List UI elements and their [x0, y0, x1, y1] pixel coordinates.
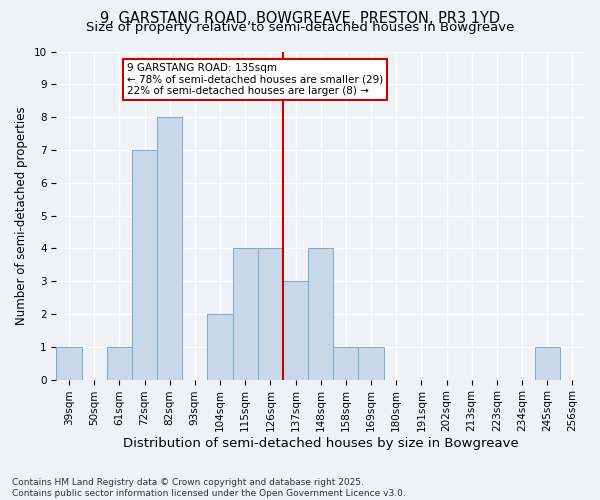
Bar	[233, 248, 258, 380]
Text: Contains HM Land Registry data © Crown copyright and database right 2025.
Contai: Contains HM Land Registry data © Crown c…	[12, 478, 406, 498]
Bar	[283, 281, 308, 380]
Bar	[258, 248, 283, 380]
Bar	[208, 314, 233, 380]
Bar	[333, 347, 358, 380]
Bar	[535, 347, 560, 380]
Y-axis label: Number of semi-detached properties: Number of semi-detached properties	[15, 106, 28, 325]
X-axis label: Distribution of semi-detached houses by size in Bowgreave: Distribution of semi-detached houses by …	[123, 437, 518, 450]
Bar	[308, 248, 333, 380]
Text: 9, GARSTANG ROAD, BOWGREAVE, PRESTON, PR3 1YD: 9, GARSTANG ROAD, BOWGREAVE, PRESTON, PR…	[100, 11, 500, 26]
Bar	[157, 117, 182, 380]
Bar	[107, 347, 132, 380]
Bar	[132, 150, 157, 380]
Bar	[358, 347, 383, 380]
Text: 9 GARSTANG ROAD: 135sqm
← 78% of semi-detached houses are smaller (29)
22% of se: 9 GARSTANG ROAD: 135sqm ← 78% of semi-de…	[127, 63, 383, 96]
Text: Size of property relative to semi-detached houses in Bowgreave: Size of property relative to semi-detach…	[86, 21, 514, 34]
Bar	[56, 347, 82, 380]
